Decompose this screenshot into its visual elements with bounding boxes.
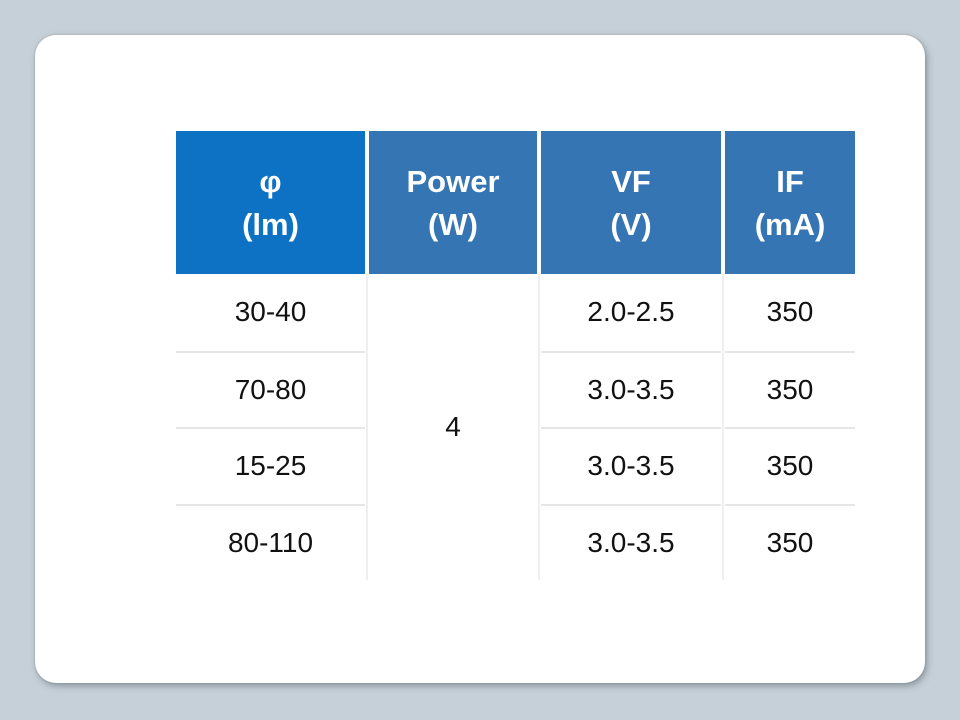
cell-phi-row2: 70-80 — [176, 350, 365, 427]
column-separator — [366, 274, 368, 580]
header-cell-vf: VF (V) — [541, 131, 721, 274]
cell-if-row4: 350 — [725, 503, 855, 580]
header-vf-label: VF — [611, 163, 651, 199]
slide-card: φ (lm) Power (W) VF (V) IF (mA) 30-40 70… — [35, 35, 925, 683]
spec-table: φ (lm) Power (W) VF (V) IF (mA) 30-40 70… — [176, 131, 855, 580]
header-power-label: Power — [406, 163, 500, 199]
header-vf-unit: (V) — [610, 206, 652, 242]
cell-if-row2: 350 — [725, 350, 855, 427]
cell-phi-row3: 15-25 — [176, 427, 365, 504]
header-phi-symbol: φ — [259, 163, 282, 199]
cell-phi-row4: 80-110 — [176, 503, 365, 580]
header-cell-power: Power (W) — [369, 131, 537, 274]
cell-vf-row1: 2.0-2.5 — [541, 274, 721, 351]
cell-if-row3: 350 — [725, 427, 855, 504]
cell-vf-row2: 3.0-3.5 — [541, 350, 721, 427]
header-power-unit: (W) — [428, 206, 478, 242]
cell-phi-row1: 30-40 — [176, 274, 365, 351]
cell-vf-row3: 3.0-3.5 — [541, 427, 721, 504]
cell-power-merged: 4 — [369, 274, 537, 580]
header-cell-if: IF (mA) — [725, 131, 855, 274]
column-separator — [538, 274, 540, 580]
column-separator — [722, 274, 724, 580]
header-if-unit: (mA) — [754, 206, 826, 242]
header-cell-phi: φ (lm) — [176, 131, 365, 274]
header-if-label: IF — [776, 163, 804, 199]
cell-vf-row4: 3.0-3.5 — [541, 503, 721, 580]
header-phi-unit: (lm) — [242, 206, 299, 242]
cell-if-row1: 350 — [725, 274, 855, 351]
